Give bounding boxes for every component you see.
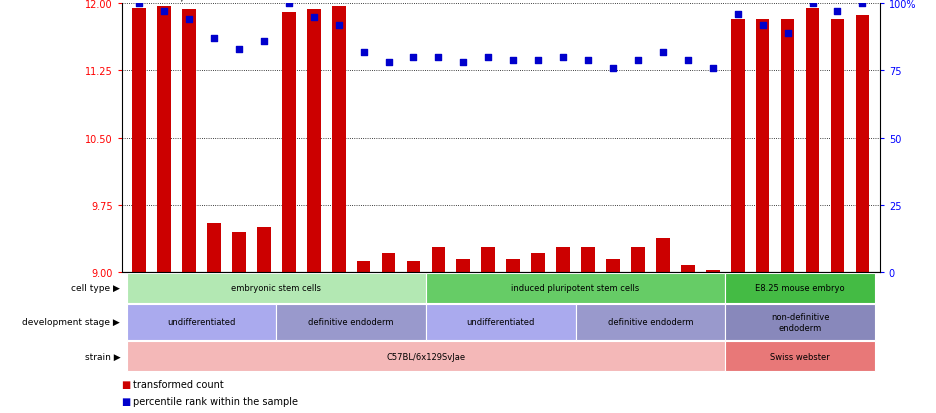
Text: induced pluripotent stem cells: induced pluripotent stem cells <box>511 284 639 292</box>
Bar <box>755 20 769 273</box>
Point <box>631 57 646 64</box>
Bar <box>426 304 576 340</box>
Point <box>580 57 595 64</box>
Bar <box>781 20 795 273</box>
Bar <box>607 259 620 273</box>
Point <box>830 9 845 16</box>
Point <box>456 60 471 66</box>
Text: embryonic stem cells: embryonic stem cells <box>231 284 321 292</box>
Bar <box>556 247 570 273</box>
Bar <box>457 259 470 273</box>
Point <box>406 55 421 61</box>
Point <box>680 57 695 64</box>
Bar <box>830 20 844 273</box>
Point <box>606 65 621 72</box>
Point <box>256 38 271 45</box>
Bar <box>207 223 221 273</box>
Point <box>132 1 147 7</box>
Bar <box>431 247 446 273</box>
Text: strain ▶: strain ▶ <box>84 352 120 361</box>
Bar <box>331 7 345 273</box>
Point <box>431 55 446 61</box>
Point <box>207 36 222 43</box>
Bar <box>725 341 875 371</box>
Point <box>182 17 197 24</box>
Point <box>805 1 820 7</box>
Point <box>356 49 371 56</box>
Point <box>282 1 297 7</box>
Bar <box>157 7 171 273</box>
Text: ■: ■ <box>122 396 134 406</box>
Bar <box>681 266 695 273</box>
Text: definitive endoderm: definitive endoderm <box>308 318 394 327</box>
Text: non-definitive
endoderm: non-definitive endoderm <box>770 313 829 332</box>
Bar <box>725 304 875 340</box>
Point <box>481 55 496 61</box>
Text: undifferentiated: undifferentiated <box>466 318 535 327</box>
Bar <box>426 273 725 303</box>
Bar <box>276 304 426 340</box>
Bar <box>706 270 720 273</box>
Point <box>331 22 346 29</box>
Bar <box>357 262 371 273</box>
Text: transformed count: transformed count <box>133 379 224 389</box>
Bar <box>232 232 246 273</box>
Bar <box>382 253 395 273</box>
Point <box>855 1 870 7</box>
Text: GDS3904 / 10565434: GDS3904 / 10565434 <box>122 0 248 3</box>
Point <box>505 57 520 64</box>
Bar <box>406 262 420 273</box>
Point <box>556 55 571 61</box>
Bar <box>656 239 670 273</box>
Bar <box>257 228 271 273</box>
Text: cell type ▶: cell type ▶ <box>71 284 120 292</box>
Point <box>730 12 745 18</box>
Bar <box>731 20 744 273</box>
Text: undifferentiated: undifferentiated <box>168 318 236 327</box>
Point <box>531 57 546 64</box>
Point <box>231 47 246 53</box>
Bar <box>481 247 495 273</box>
Bar <box>132 9 146 273</box>
Bar <box>856 16 870 273</box>
Bar <box>126 304 276 340</box>
Bar <box>806 9 819 273</box>
Bar <box>631 247 645 273</box>
Bar <box>126 273 426 303</box>
Text: C57BL/6x129SvJae: C57BL/6x129SvJae <box>387 352 465 361</box>
Bar <box>725 273 875 303</box>
Bar <box>532 253 545 273</box>
Point <box>655 49 670 56</box>
Text: development stage ▶: development stage ▶ <box>22 318 120 327</box>
Point <box>381 60 396 66</box>
Text: Swiss webster: Swiss webster <box>770 352 830 361</box>
Bar <box>581 247 595 273</box>
Bar <box>506 259 520 273</box>
Point <box>780 31 795 37</box>
Text: E8.25 mouse embryo: E8.25 mouse embryo <box>755 284 845 292</box>
Point <box>306 14 321 21</box>
Text: ■: ■ <box>122 379 134 389</box>
Text: definitive endoderm: definitive endoderm <box>607 318 694 327</box>
Bar <box>282 13 296 273</box>
Point <box>705 65 720 72</box>
Bar <box>126 341 725 371</box>
Bar <box>307 10 320 273</box>
Point <box>156 9 171 16</box>
Bar <box>183 10 196 273</box>
Text: percentile rank within the sample: percentile rank within the sample <box>133 396 298 406</box>
Bar <box>576 304 725 340</box>
Point <box>755 22 770 29</box>
